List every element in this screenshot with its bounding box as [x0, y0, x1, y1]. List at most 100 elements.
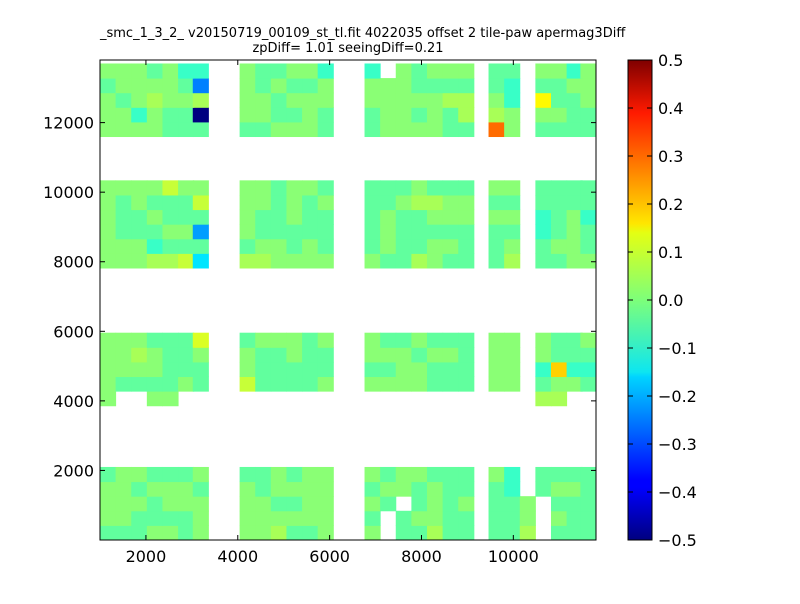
heatmap-cell — [411, 238, 428, 254]
heatmap-cell — [270, 510, 287, 526]
heatmap-cell — [411, 525, 428, 541]
heatmap-cell — [566, 496, 583, 512]
heatmap-cell — [317, 466, 334, 483]
heatmap-cell — [146, 209, 163, 225]
heatmap-cell — [566, 361, 583, 378]
heatmap-cell — [270, 180, 287, 196]
heatmap-cell — [270, 496, 287, 512]
heatmap-cell — [255, 332, 272, 348]
heatmap-cell — [395, 376, 412, 392]
y-tick-label: 6000 — [53, 322, 94, 341]
heatmap-cell — [255, 78, 272, 94]
heatmap-cell — [535, 180, 552, 196]
heatmap-cell — [364, 194, 381, 211]
heatmap-cell — [270, 63, 287, 79]
heatmap-cell — [100, 63, 117, 79]
heatmap-cell — [239, 121, 256, 138]
heatmap-cell — [380, 209, 397, 225]
heatmap-cell — [115, 376, 132, 392]
heatmap-cell — [162, 121, 179, 138]
heatmap-cell — [131, 376, 148, 392]
heatmap-cell — [442, 107, 459, 123]
heatmap-cell — [580, 361, 597, 378]
heatmap-cell — [488, 180, 505, 196]
heatmap-cell — [411, 107, 428, 123]
heatmap-cell — [566, 332, 583, 348]
heatmap-cell — [317, 238, 334, 254]
heatmap-cell — [411, 510, 428, 526]
heatmap-cell — [270, 107, 287, 123]
heatmap-cell — [239, 376, 256, 392]
heatmap-cell — [255, 92, 272, 108]
heatmap-cell — [100, 376, 117, 392]
heatmap-cell — [302, 92, 319, 108]
heatmap-cell — [270, 361, 287, 378]
heatmap-cell — [146, 121, 163, 138]
heatmap-cell — [192, 466, 209, 483]
heatmap-cell — [580, 510, 597, 526]
heatmap-cell — [270, 224, 287, 240]
heatmap-cell — [100, 107, 117, 123]
heatmap-cell — [458, 121, 475, 138]
heatmap-cell — [426, 63, 444, 79]
heatmap-cell — [442, 376, 459, 392]
heatmap-cell — [162, 78, 179, 94]
heatmap-cell — [239, 224, 256, 240]
heatmap-cell — [458, 224, 475, 240]
heatmap-cell — [302, 481, 319, 497]
heatmap-cell — [100, 391, 117, 407]
heatmap-cell — [146, 107, 163, 123]
heatmap-cell — [395, 92, 412, 108]
heatmap-cell — [146, 253, 163, 269]
heatmap-cell — [239, 92, 256, 108]
heatmap-cell — [504, 332, 521, 348]
heatmap-cell — [192, 510, 209, 526]
heatmap-cell — [317, 481, 334, 497]
heatmap-cell — [270, 92, 287, 108]
heatmap-cell — [286, 253, 303, 269]
heatmap-cell — [580, 92, 597, 108]
heatmap-cell — [580, 78, 597, 94]
heatmap-cell — [442, 63, 459, 79]
heatmap-cell — [286, 238, 303, 254]
heatmap-cell — [162, 209, 179, 225]
heatmap-cell — [380, 194, 397, 211]
heatmap-cell — [100, 180, 117, 196]
heatmap-cell — [146, 496, 163, 512]
heatmap-cell — [566, 121, 583, 138]
y-tick-label: 4000 — [53, 392, 94, 411]
heatmap-cell — [100, 525, 117, 541]
heatmap-cell — [426, 466, 444, 483]
heatmap-cell — [580, 121, 597, 138]
heatmap-cell — [442, 78, 459, 94]
heatmap-cell — [580, 224, 597, 240]
heatmap-cell — [178, 525, 195, 541]
heatmap-cell — [317, 347, 334, 363]
heatmap-cell — [255, 376, 272, 392]
heatmap-cell — [115, 510, 132, 526]
heatmap-cell — [100, 332, 117, 348]
heatmap-cell — [178, 376, 195, 392]
heatmap-cell — [286, 347, 303, 363]
heatmap-cell — [458, 347, 475, 363]
heatmap-cell — [115, 224, 132, 240]
heatmap-cell — [380, 332, 397, 348]
heatmap-cell — [535, 376, 552, 392]
heatmap-cell — [302, 466, 319, 483]
colorbar-tick-label: −0.1 — [658, 339, 697, 358]
heatmap-cell — [395, 121, 412, 138]
heatmap-cell — [255, 481, 272, 497]
heatmap-cell — [488, 347, 505, 363]
heatmap-cell — [364, 525, 381, 541]
heatmap-cell — [239, 107, 256, 123]
heatmap-cell — [426, 481, 444, 497]
heatmap-cell — [364, 481, 381, 497]
heatmap-cell — [131, 332, 148, 348]
heatmap-cell — [239, 209, 256, 225]
heatmap-cell — [550, 481, 568, 497]
plot-frame — [99, 59, 597, 541]
heatmap-cell — [580, 481, 597, 497]
heatmap-cell — [580, 332, 597, 348]
colorbar-tick-label: 0.4 — [658, 99, 683, 118]
